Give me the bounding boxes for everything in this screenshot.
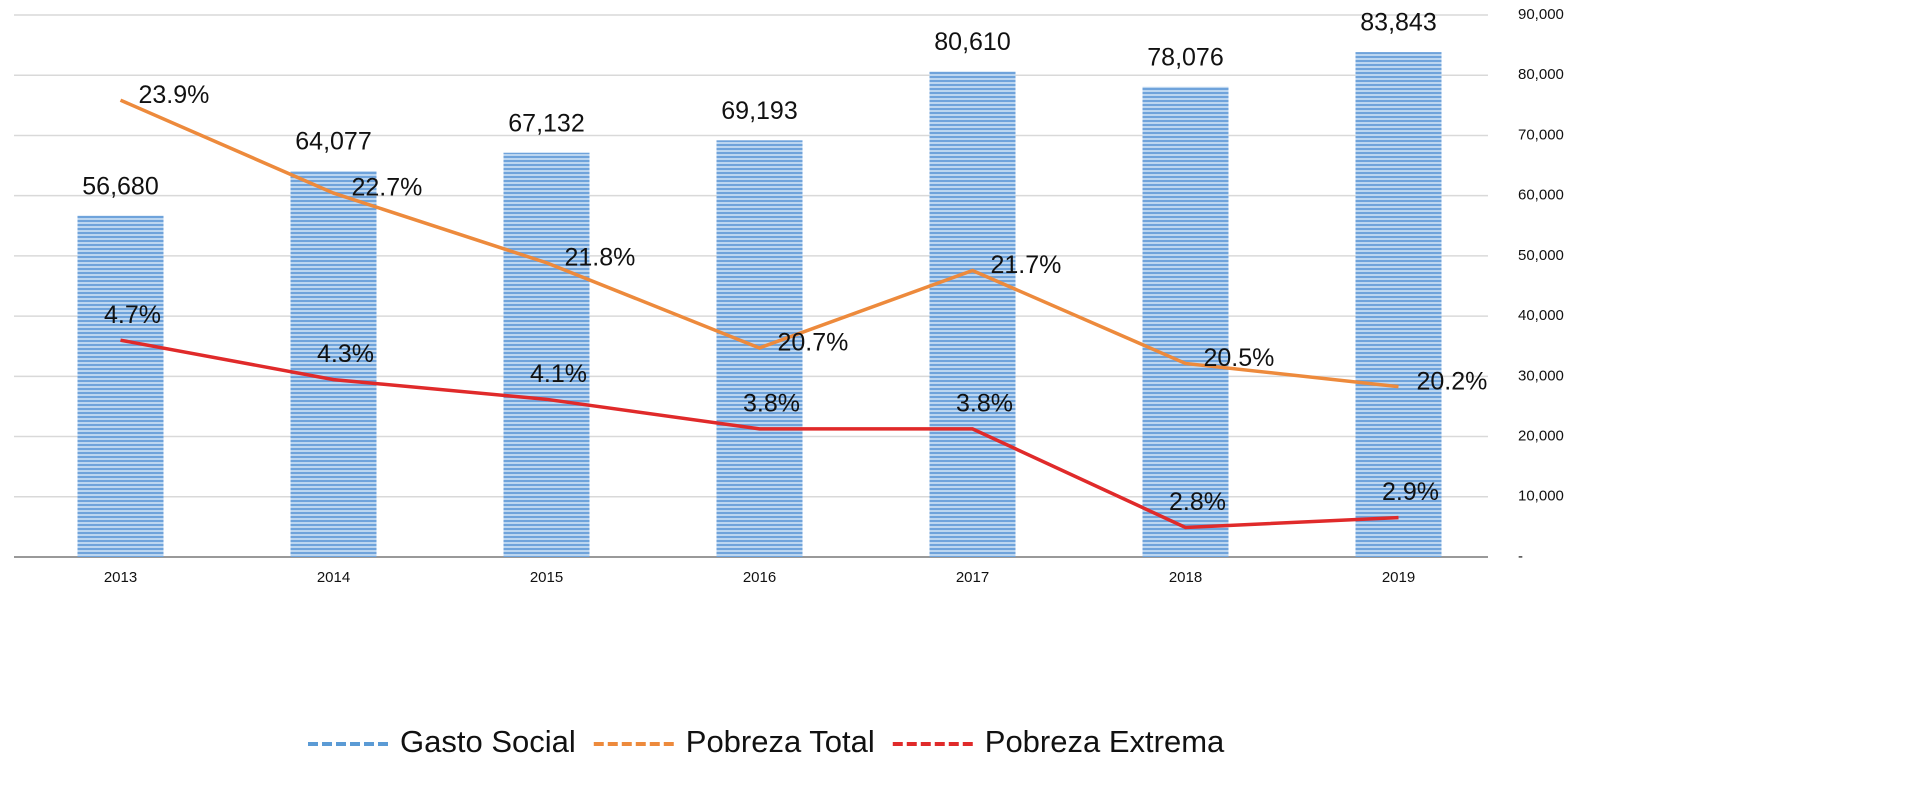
data-label: 21.7% [991,251,1062,279]
bar-value-label: 78,076 [1147,43,1223,71]
x-tick-label: 2018 [1169,569,1202,586]
bar [929,71,1016,557]
y2-tick-label: 60,000 [1518,187,1564,204]
data-label: 20.7% [778,329,849,357]
data-label: 20.5% [1204,344,1275,372]
data-label: 4.3% [317,340,374,368]
data-label: 4.1% [530,360,587,388]
x-tick-label: 2013 [104,569,137,586]
bar [290,171,377,557]
y2-tick-label: 20,000 [1518,428,1564,445]
bar [1355,52,1442,557]
data-label: 23.9% [139,81,210,109]
y2-tick-label: 40,000 [1518,307,1564,324]
bar-value-label: 69,193 [721,97,797,125]
x-tick-label: 2015 [530,569,563,586]
x-tick-label: 2019 [1382,569,1415,586]
data-label: 3.8% [956,390,1013,418]
x-tick-label: 2017 [956,569,989,586]
bar-value-label: 64,077 [295,128,371,156]
bar [1142,86,1229,558]
bar-value-label: 56,680 [82,172,158,200]
data-label: 21.8% [565,243,636,271]
data-label: 22.7% [352,174,423,202]
bar-value-label: 67,132 [508,109,584,137]
y2-tick-label: - [1518,548,1523,565]
y2-tick-label: 50,000 [1518,247,1564,264]
legend-label: Gasto Social [400,724,576,759]
legend-label: Pobreza Extrema [985,724,1225,759]
line [120,338,1399,530]
bar-value-label: 80,610 [934,28,1010,56]
data-label: 4.7% [104,301,161,329]
line [119,98,1399,389]
y2-tick-label: 80,000 [1518,66,1564,83]
bar [503,152,590,557]
data-label: 3.8% [743,390,800,418]
x-tick-label: 2016 [743,569,776,586]
data-label: 20.2% [1417,367,1488,395]
y2-tick-label: 30,000 [1518,367,1564,384]
data-label: 2.9% [1382,478,1439,506]
legend-label: Pobreza Total [686,724,875,759]
data-label: 2.8% [1169,488,1226,516]
x-tick-label: 2014 [317,569,350,586]
y2-tick-label: 70,000 [1518,126,1564,143]
bar-value-label: 83,843 [1360,9,1436,37]
bar [77,215,164,557]
y2-tick-label: 90,000 [1518,6,1564,23]
y2-tick-label: 10,000 [1518,488,1564,505]
